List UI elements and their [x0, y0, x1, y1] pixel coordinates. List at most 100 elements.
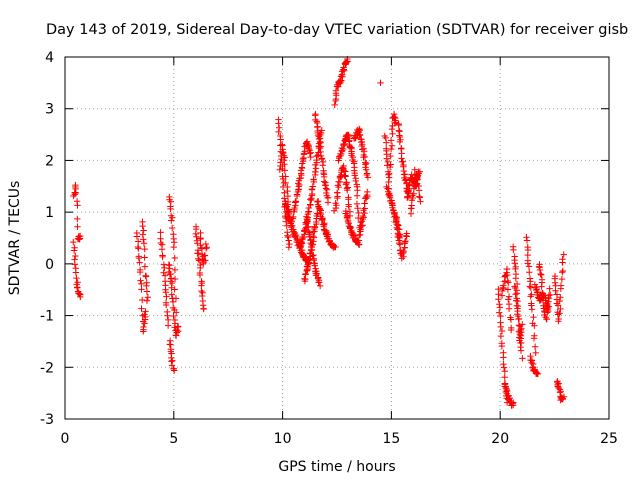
plot-frame	[64, 56, 610, 420]
data-point	[353, 200, 361, 208]
data-point	[403, 230, 410, 237]
data-point	[531, 343, 539, 350]
data-point	[512, 284, 519, 292]
data-point	[73, 281, 80, 288]
data-point	[169, 298, 177, 306]
data-point	[385, 171, 392, 178]
data-point	[306, 149, 314, 157]
data-point	[396, 138, 403, 146]
data-point	[552, 287, 559, 294]
data-point	[543, 306, 551, 314]
data-point	[141, 263, 149, 270]
data-point	[306, 233, 313, 240]
data-point	[142, 273, 150, 280]
data-point	[133, 233, 141, 240]
y-tick-label: -3	[40, 412, 54, 428]
data-point	[497, 323, 504, 331]
data-point	[539, 297, 547, 304]
data-point	[532, 349, 539, 357]
data-point	[528, 302, 535, 309]
data-point	[345, 203, 353, 210]
data-point	[496, 301, 503, 308]
x-tick-label: 5	[169, 431, 178, 447]
data-point	[169, 214, 176, 221]
data-point	[387, 137, 395, 144]
x-axis-label: GPS time / hours	[278, 459, 395, 475]
data-point	[308, 246, 316, 254]
data-point	[281, 189, 288, 196]
data-point	[304, 261, 311, 268]
data-point	[523, 237, 531, 244]
data-point	[281, 167, 288, 174]
data-point	[512, 291, 519, 298]
data-point	[498, 342, 506, 350]
data-point	[275, 128, 282, 136]
data-point	[395, 121, 402, 129]
data-point	[352, 177, 359, 185]
data-point	[400, 163, 407, 171]
data-point	[410, 185, 418, 192]
data-point	[289, 222, 296, 230]
data-point	[76, 236, 83, 243]
data-point	[498, 327, 506, 335]
data-point	[554, 302, 562, 309]
data-point	[538, 271, 545, 279]
data-point	[545, 295, 552, 302]
data-point	[161, 272, 169, 279]
data-point	[387, 152, 394, 160]
data-point	[324, 199, 332, 206]
data-point	[307, 196, 314, 203]
data-point	[355, 237, 362, 244]
data-point	[141, 254, 148, 261]
data-point	[530, 335, 538, 342]
data-point	[515, 315, 523, 323]
data-point	[515, 321, 523, 329]
data-point	[505, 293, 513, 300]
data-point	[321, 220, 328, 227]
data-point	[277, 136, 284, 143]
data-point	[199, 301, 207, 309]
data-point	[355, 214, 362, 222]
data-point	[513, 302, 520, 309]
data-point	[516, 337, 523, 344]
data-point	[342, 173, 349, 180]
data-point	[556, 310, 563, 317]
data-point	[168, 217, 175, 224]
data-point	[175, 323, 182, 330]
data-point	[74, 223, 81, 230]
data-point	[350, 232, 357, 239]
data-point	[524, 260, 532, 267]
data-point	[72, 252, 79, 260]
data-point	[500, 354, 507, 361]
data-point	[323, 189, 330, 197]
data-point	[168, 362, 176, 369]
data-point	[332, 200, 339, 207]
data-point	[72, 181, 79, 189]
data-point	[556, 389, 564, 396]
data-point	[279, 142, 286, 149]
data-point	[531, 322, 538, 329]
data-point	[407, 205, 415, 212]
data-point	[166, 270, 174, 278]
data-point	[168, 279, 176, 287]
data-point	[544, 300, 551, 307]
data-point	[202, 240, 210, 248]
data-point	[360, 214, 367, 221]
data-point	[495, 296, 502, 303]
data-point	[284, 233, 292, 241]
data-point	[560, 393, 568, 400]
data-point	[377, 79, 384, 87]
y-tick-label: -2	[40, 360, 54, 376]
data-point	[510, 246, 517, 254]
data-point	[386, 163, 394, 171]
data-point	[159, 253, 166, 261]
data-point	[518, 325, 525, 333]
data-point	[404, 193, 411, 200]
data-point	[278, 141, 286, 148]
data-point	[527, 278, 534, 285]
data-point	[299, 235, 306, 242]
data-point	[530, 313, 537, 321]
x-tick-label: 20	[491, 431, 509, 447]
data-point	[364, 174, 372, 181]
data-point	[164, 322, 172, 329]
